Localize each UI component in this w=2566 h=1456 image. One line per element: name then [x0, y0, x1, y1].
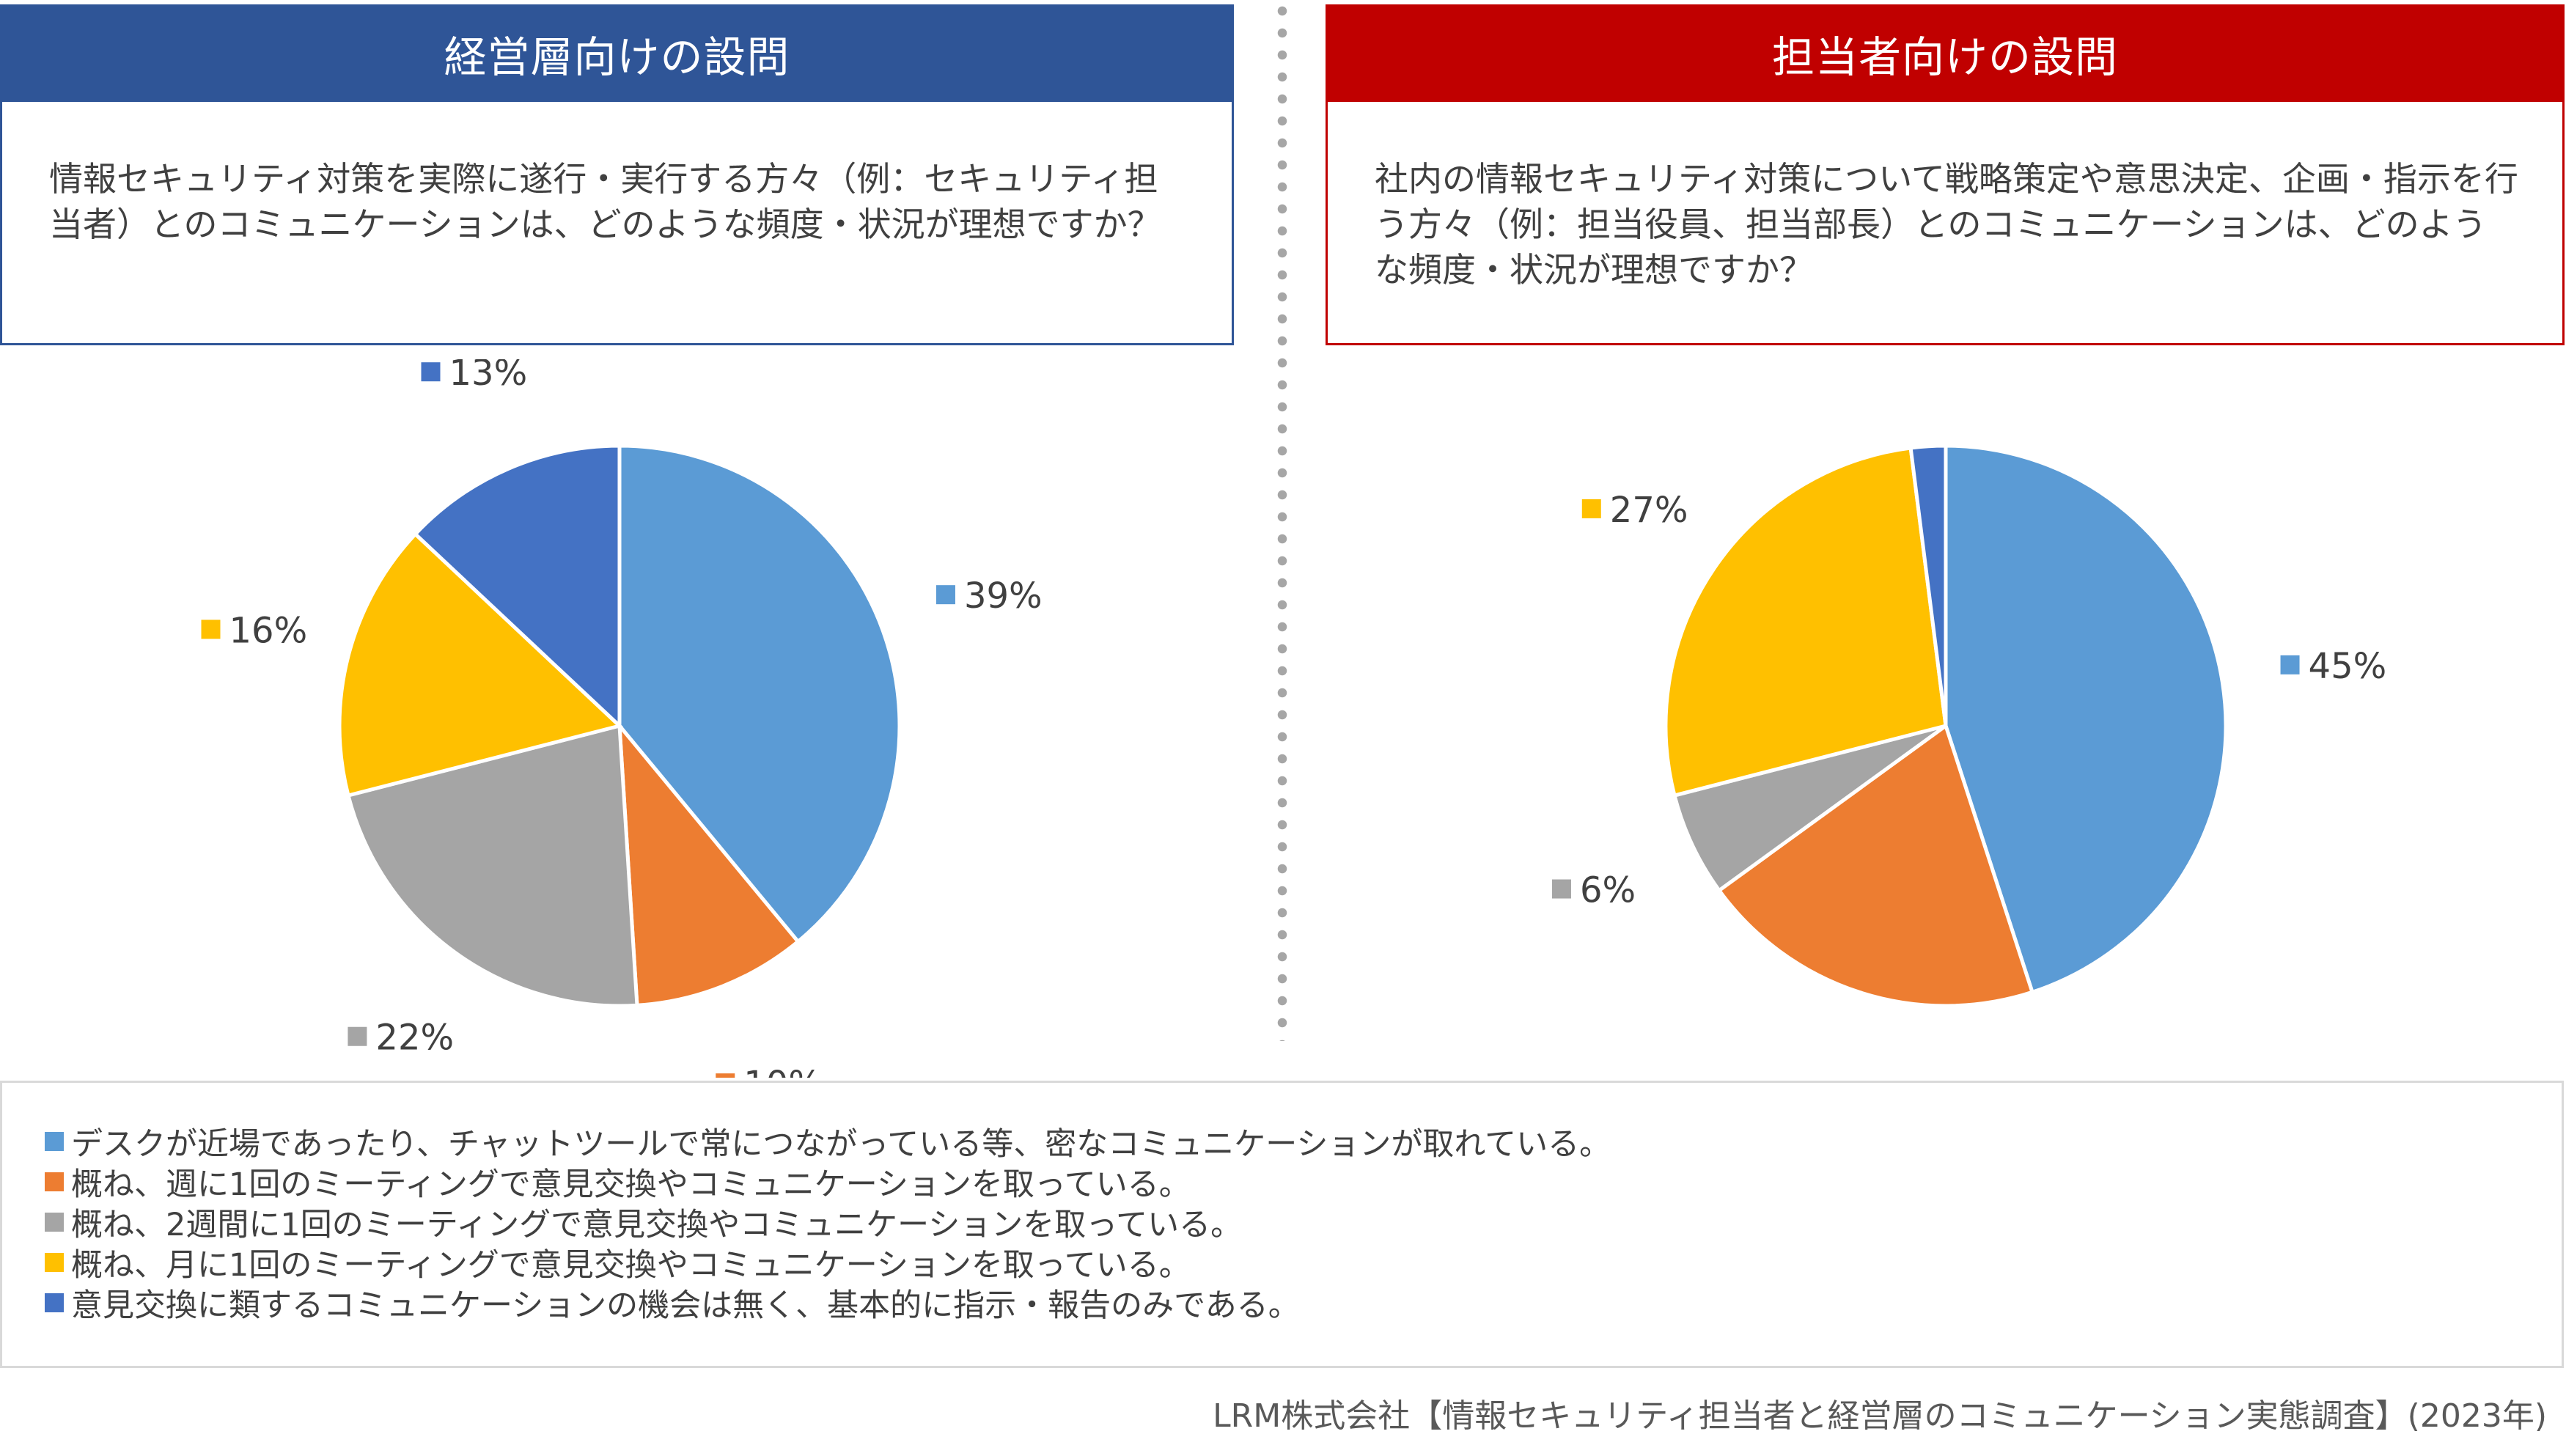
- legend-item-close-communication: デスクが近場であったり、チャットツールで常につながっている等、密なコミュニケーシ…: [45, 1121, 2562, 1163]
- staff-label-instructions-only: 2%: [1904, 359, 1960, 363]
- executive-slice-instructions-only: [412, 444, 622, 730]
- label-marker: [716, 1073, 735, 1078]
- label-text: 45%: [2309, 646, 2387, 687]
- staff-question-panel: 担当者向けの設問 社内の情報セキュリティ対策について戦略策定や意思決定、企画・指…: [1326, 4, 2565, 345]
- label-marker: [2280, 655, 2300, 674]
- legend-item-biweekly: 概ね、2週間に1回のミーティングで意見交換やコミュニケーションを取っている。: [45, 1202, 2562, 1243]
- staff-slice-monthly: [1664, 446, 1948, 798]
- executive-label-monthly: 16%: [201, 610, 307, 651]
- executive-slice-monthly: [337, 531, 624, 798]
- label-text: 20%: [1809, 1072, 1888, 1078]
- legend-swatch: [45, 1252, 64, 1272]
- executive-question-text: 情報セキュリティ対策を実際に遂行・実行する方々（例：セキュリティ担当者）とのコミ…: [0, 102, 1234, 345]
- staff-slice-weekly: [1716, 722, 2035, 1008]
- executive-slice-weekly: [617, 720, 801, 1007]
- label-text: 27%: [1610, 490, 1688, 531]
- staff-label-biweekly: 6%: [1551, 870, 1636, 911]
- label-marker: [935, 585, 955, 605]
- staff-pie-chart: 45% 20% 6% 27% 2%: [1551, 359, 2387, 1078]
- staff-question-title: 担当者向けの設問: [1326, 4, 2565, 102]
- dotted-divider: [1277, 0, 1287, 1041]
- label-marker: [348, 1026, 367, 1046]
- executive-label-instructions-only: 13%: [421, 359, 527, 394]
- legend-swatch: [45, 1172, 64, 1191]
- staff-label-weekly: 20%: [1809, 1072, 1888, 1078]
- staff-label-close-communication: 45%: [2280, 646, 2387, 687]
- legend-label: 意見交換に類するコミュニケーションの機会は無く、基本的に指示・報告のみである。: [71, 1287, 1300, 1324]
- label-text: 10%: [743, 1064, 822, 1078]
- label-text: 13%: [449, 359, 527, 394]
- staff-slice-biweekly: [1672, 724, 1947, 894]
- label-text: 22%: [375, 1018, 454, 1059]
- legend-label: 概ね、2週間に1回のミーティングで意見交換やコミュニケーションを取っている。: [71, 1206, 1243, 1243]
- legend-item-weekly: 概ね、週に1回のミーティングで意見交換やコミュニケーションを取っている。: [45, 1161, 2562, 1203]
- legend-label: 概ね、週に1回のミーティングで意見交換やコミュニケーションを取っている。: [71, 1166, 1191, 1203]
- source-note: LRM株式会社【情報セキュリティ担当者と経営層のコミュニケーション実態調査】(2…: [1213, 1397, 2547, 1435]
- executive-label-weekly: 10%: [716, 1064, 822, 1078]
- staff-question-text: 社内の情報セキュリティ対策について戦略策定や意思決定、企画・指示を行う方々（例：…: [1326, 102, 2565, 345]
- executive-question-panel: 経営層向けの設問 情報セキュリティ対策を実際に遂行・実行する方々（例：セキュリテ…: [0, 4, 1234, 345]
- executive-slice-close-communication: [617, 444, 902, 944]
- executive-question-title: 経営層向けの設問: [0, 4, 1234, 102]
- label-marker: [421, 362, 441, 382]
- label-text: 2%: [1904, 359, 1960, 363]
- staff-label-monthly: 27%: [1581, 490, 1688, 531]
- label-marker: [1581, 499, 1601, 518]
- staff-slice-instructions-only: [1908, 444, 1948, 727]
- executive-label-biweekly: 22%: [348, 1018, 454, 1059]
- legend: デスクが近場であったり、チャットツールで常につながっている等、密なコミュニケーシ…: [0, 1081, 2564, 1368]
- executive-pie-chart: 39% 10% 22% 16% 13%: [201, 359, 1043, 1078]
- label-marker: [1551, 879, 1571, 899]
- legend-label: 概ね、月に1回のミーティングで意見交換やコミュニケーションを取っている。: [71, 1246, 1191, 1284]
- legend-swatch: [45, 1212, 64, 1232]
- legend-label: デスクが近場であったり、チャットツールで常につながっている等、密なコミュニケーシ…: [71, 1125, 1611, 1163]
- label-text: 16%: [229, 610, 307, 651]
- label-text: 39%: [964, 576, 1043, 617]
- legend-item-monthly: 概ね、月に1回のミーティングで意見交換やコミュニケーションを取っている。: [45, 1242, 2562, 1284]
- legend-swatch: [45, 1131, 64, 1151]
- label-text: 6%: [1580, 870, 1636, 911]
- staff-slice-close-communication: [1944, 444, 2228, 995]
- executive-label-close-communication: 39%: [935, 576, 1043, 617]
- executive-slice-biweekly: [345, 723, 639, 1008]
- label-marker: [201, 619, 221, 639]
- legend-item-instructions-only: 意見交換に類するコミュニケーションの機会は無く、基本的に指示・報告のみである。: [45, 1282, 2562, 1324]
- legend-swatch: [45, 1293, 64, 1312]
